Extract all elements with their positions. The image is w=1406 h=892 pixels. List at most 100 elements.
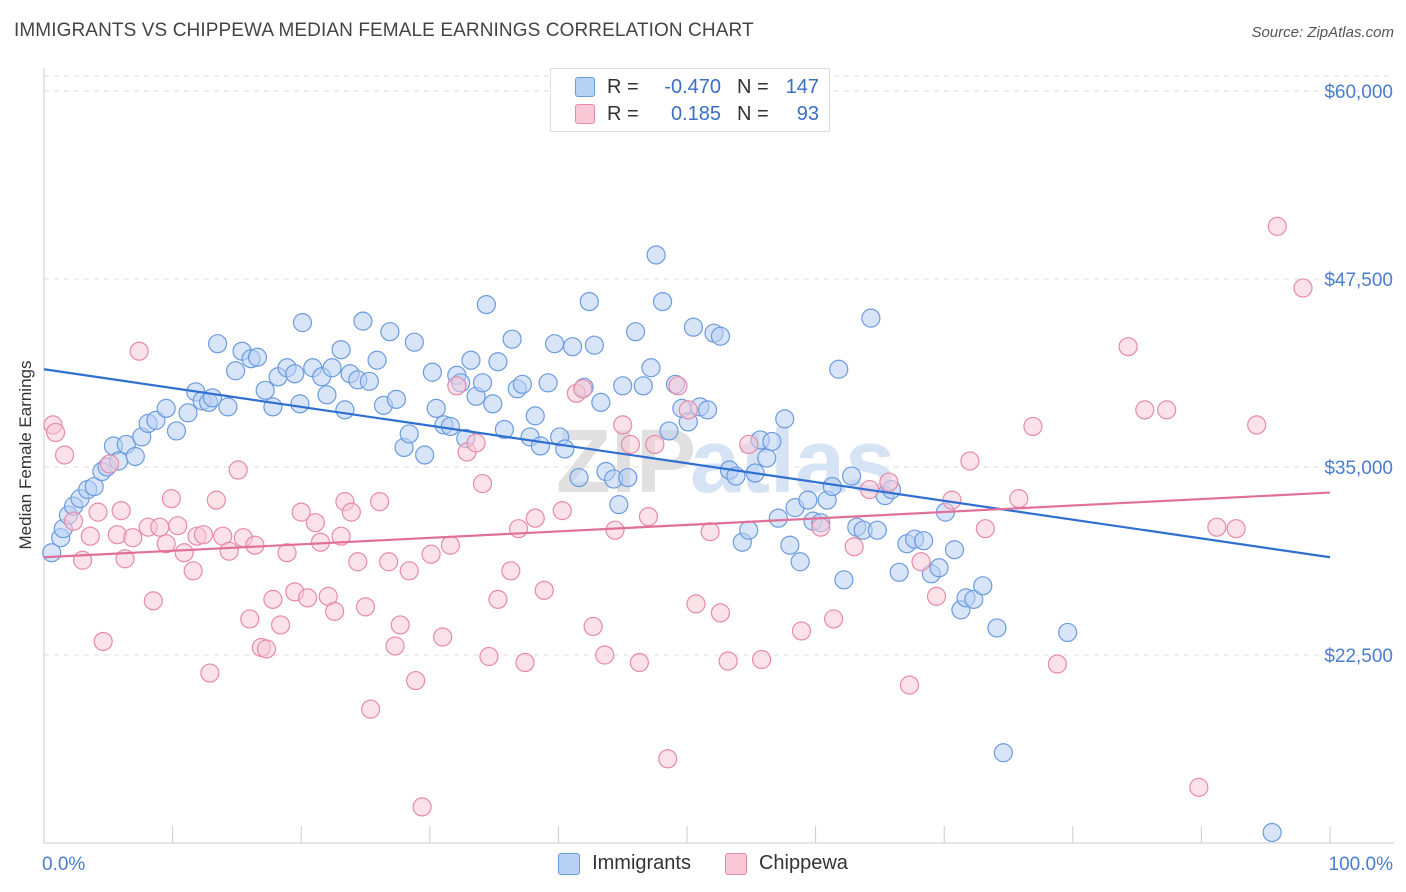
data-point	[84, 476, 104, 497]
data-point	[633, 376, 653, 396]
data-point	[1262, 822, 1282, 843]
data-point	[739, 434, 759, 455]
data-point	[683, 317, 704, 337]
data-point	[277, 543, 297, 563]
data-point	[613, 376, 633, 396]
x-tick-label: 0.0%	[42, 854, 85, 875]
data-point	[111, 501, 131, 521]
data-point	[584, 335, 605, 355]
data-point	[583, 616, 603, 637]
data-point	[710, 603, 731, 623]
data-point	[93, 631, 113, 652]
data-point	[285, 364, 305, 384]
data-point	[422, 362, 442, 382]
data-point	[659, 421, 679, 441]
data-point	[156, 534, 176, 554]
data-point	[618, 467, 638, 488]
data-point	[555, 439, 575, 459]
data-point	[844, 537, 864, 557]
data-point	[1047, 654, 1067, 674]
data-point	[739, 520, 759, 540]
data-point	[123, 528, 143, 548]
data-point	[317, 385, 337, 405]
data-point	[440, 416, 460, 437]
data-point	[579, 291, 599, 312]
data-point	[399, 561, 419, 581]
data-point	[271, 615, 291, 635]
data-point	[380, 322, 400, 342]
legend-item-chippewa[interactable]: Chippewa	[724, 852, 848, 875]
data-point	[54, 445, 75, 465]
data-point	[525, 406, 545, 426]
legend-row-immigrants: R = -0.470 N = 147	[575, 74, 819, 100]
data-point	[386, 389, 406, 409]
data-point	[361, 699, 381, 719]
series-immigrants-points	[42, 245, 1282, 843]
data-point	[479, 646, 499, 667]
data-point	[168, 516, 188, 536]
data-point	[641, 358, 661, 378]
correlation-legend: R = -0.470 N = 147 R = 0.185 N = 93	[550, 68, 830, 132]
data-point	[129, 341, 149, 361]
data-point	[290, 394, 310, 414]
trend-line	[43, 491, 1331, 559]
data-point	[298, 588, 318, 608]
data-point	[973, 576, 993, 596]
data-point	[218, 397, 238, 417]
data-point	[544, 334, 565, 354]
data-point	[305, 513, 325, 533]
data-point	[291, 502, 311, 522]
data-point	[494, 419, 514, 440]
data-point	[206, 490, 226, 510]
data-point	[512, 374, 532, 394]
legend-item-immigrants[interactable]: Immigrants	[558, 852, 691, 875]
data-point	[718, 651, 738, 671]
data-point	[125, 446, 145, 467]
data-point	[322, 358, 342, 378]
data-point	[1267, 216, 1287, 236]
data-point	[421, 544, 441, 564]
data-point	[166, 421, 187, 441]
data-point	[652, 291, 673, 312]
data-point	[219, 541, 239, 561]
data-point	[331, 526, 351, 546]
data-point	[161, 489, 181, 509]
data-point	[502, 329, 522, 349]
data-point	[143, 591, 163, 611]
data-point	[889, 562, 909, 582]
data-point	[488, 589, 508, 609]
data-point	[530, 436, 550, 456]
data-point	[415, 445, 435, 465]
data-point	[646, 245, 666, 265]
data-point	[1009, 489, 1029, 509]
data-point	[433, 627, 453, 647]
data-point	[404, 332, 424, 352]
data-point	[620, 434, 641, 455]
data-point	[824, 609, 844, 629]
data-point	[426, 398, 446, 418]
data-point	[440, 535, 460, 555]
legend-swatch-immigrants	[558, 852, 581, 875]
y-tick-label: $35,000	[1324, 458, 1393, 479]
legend-r-value: 0.185	[670, 102, 721, 125]
data-point	[247, 347, 268, 367]
data-point	[944, 540, 965, 560]
legend-row-chippewa: R = 0.185 N = 93	[575, 101, 819, 127]
data-point	[45, 422, 66, 443]
x-tick-label: 100.0%	[1329, 854, 1394, 875]
data-point	[534, 580, 554, 600]
data-point	[156, 398, 176, 418]
data-point	[341, 502, 361, 522]
data-point	[447, 376, 467, 396]
chart-title: IMMIGRANTS VS CHIPPEWA MEDIAN FEMALE EAR…	[14, 20, 754, 41]
tick-labels: $60,000 $47,500 $35,000 $22,500 0.0% 100.0%	[42, 82, 1393, 875]
data-point	[331, 340, 351, 360]
data-point	[686, 594, 706, 614]
data-point	[1226, 519, 1246, 539]
data-point	[595, 645, 615, 665]
legend-r-value: -0.470	[664, 75, 721, 98]
data-point	[768, 508, 788, 528]
data-point	[552, 501, 572, 521]
data-point	[538, 373, 558, 393]
legend-swatch-chippewa	[575, 104, 595, 124]
